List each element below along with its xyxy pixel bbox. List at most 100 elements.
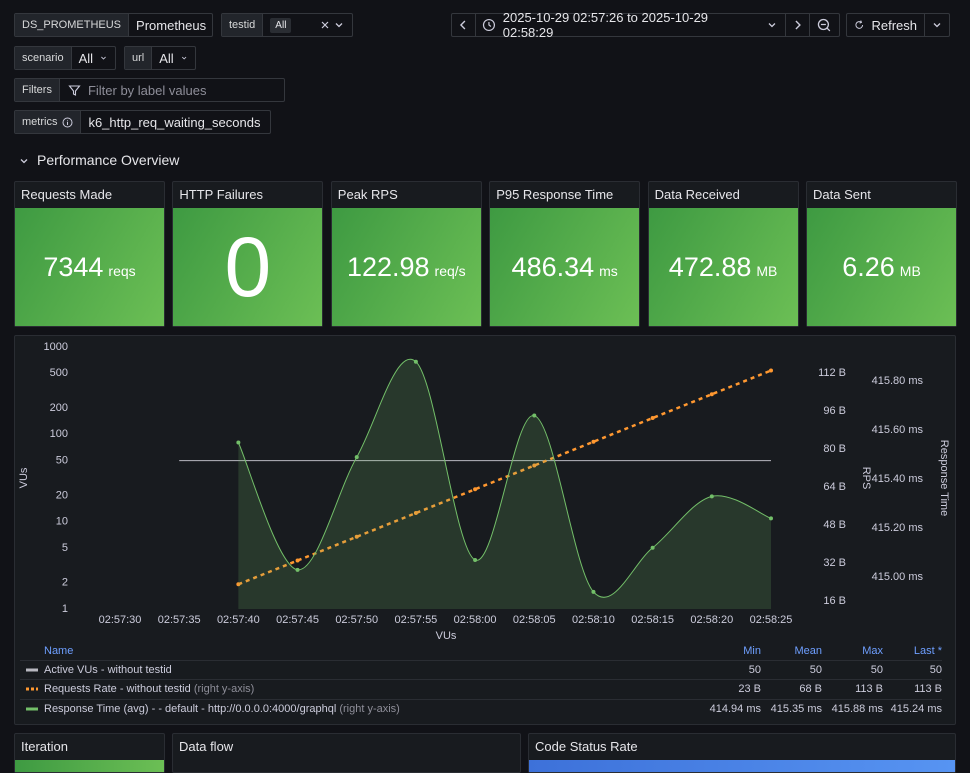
stat-unit: req/s xyxy=(434,263,466,279)
legend-cell: 68 B xyxy=(799,683,822,696)
variable-value: k6_http_req_waiting_seconds xyxy=(88,114,261,130)
legend-cell: 415.88 ms xyxy=(831,702,883,715)
stat-value: 7344 xyxy=(43,252,104,282)
chevron xyxy=(768,23,776,28)
stat-panel: Requests Made 7344 reqs xyxy=(14,181,165,327)
stat-title: HTTP Failures xyxy=(179,187,263,202)
legend-header: Mean xyxy=(794,645,822,657)
legend-header: Last * xyxy=(913,645,942,657)
legend-cell: 415.35 ms xyxy=(770,702,822,715)
legend-cell: 113 B xyxy=(914,683,942,696)
legend-series-name: Active VUs - without testid xyxy=(44,664,172,676)
variable-testid[interactable]: testid All xyxy=(221,13,353,37)
stat-value: 6.26 xyxy=(842,252,895,282)
section-toggle[interactable] xyxy=(19,156,29,166)
chevron xyxy=(181,56,187,60)
legend-separator xyxy=(20,660,942,661)
stat-value: 486.34 xyxy=(511,252,595,282)
refresh-button[interactable]: Refresh xyxy=(846,13,950,37)
time-picker[interactable]: 2025-10-29 02:57:26 to 2025-10-29 02:58:… xyxy=(451,10,840,40)
stat-unit: MB xyxy=(899,263,921,279)
stat-value: 122.98 xyxy=(346,252,430,282)
legend-cell: 415.24 ms xyxy=(890,702,942,715)
legend-header: Name xyxy=(44,645,74,657)
panel-title: Iteration xyxy=(21,739,68,754)
panel-fill xyxy=(529,760,955,772)
stat-value: 0 xyxy=(224,219,272,314)
legend-cell: 23 B xyxy=(738,683,761,696)
stat-panel: Data Received 472.88 MB xyxy=(647,181,799,327)
stat-unit: MB xyxy=(756,263,778,279)
stat-unit: ms xyxy=(599,263,618,279)
section-title[interactable]: Performance Overview xyxy=(37,152,180,168)
stat-body: 7344 reqs xyxy=(15,208,164,326)
panel: Data flow xyxy=(172,733,521,773)
stat-body: 486.34 ms xyxy=(490,208,640,326)
chevron[interactable] xyxy=(932,20,942,30)
stat-panel: Data Sent 6.26 MB xyxy=(806,181,957,327)
variable-label: testid xyxy=(222,14,264,36)
stat-value: 472.88 xyxy=(668,252,752,282)
variable-url[interactable]: url All xyxy=(124,46,196,70)
stat-body: 472.88 MB xyxy=(648,208,798,326)
clock-icon xyxy=(482,18,495,32)
legend-cell: 50 xyxy=(748,664,761,676)
legend-swatch xyxy=(26,707,38,711)
filters[interactable]: Filters Filter by label values xyxy=(14,78,285,102)
variable-chip[interactable]: All xyxy=(270,17,292,33)
filter-icon xyxy=(68,84,81,96)
stat-title: Requests Made xyxy=(21,187,113,202)
variable-value: All xyxy=(78,50,94,66)
filters-label: Filters xyxy=(15,79,60,101)
legend-name[interactable]: Response Time (avg) - - default - http:/… xyxy=(44,703,400,715)
refresh-icon xyxy=(855,20,864,29)
variable-ds[interactable]: DS_PROMETHEUS Prometheus xyxy=(14,13,213,37)
variable-label: DS_PROMETHEUS xyxy=(15,14,130,36)
stat-panel: HTTP Failures 0 xyxy=(172,181,324,327)
variable-label: scenario xyxy=(15,47,72,69)
panel: Iteration xyxy=(14,733,165,773)
legend-cell: 414.94 ms xyxy=(709,702,761,715)
clear-icon[interactable] xyxy=(320,20,330,30)
stat-body: 122.98 req/s xyxy=(331,208,481,326)
zoom-out[interactable] xyxy=(809,14,839,36)
stat-body: 6.26 MB xyxy=(807,208,956,326)
panel-title: Code Status Rate xyxy=(535,739,638,754)
legend-cell: 50 xyxy=(809,664,822,676)
legend-cell: 50 xyxy=(870,664,883,676)
stat-body: 0 xyxy=(173,208,323,326)
variable-label: url xyxy=(125,47,153,69)
panel-fill xyxy=(15,760,164,772)
legend-series-name: Requests Rate - without testid xyxy=(44,683,191,696)
chevron xyxy=(101,56,106,60)
time-range: 2025-10-29 02:57:26 to 2025-10-29 02:58:… xyxy=(502,10,709,40)
variable-value: Prometheus xyxy=(136,17,207,33)
time-forward[interactable] xyxy=(785,14,809,36)
info-icon xyxy=(62,117,73,127)
legend-note: (right y-axis) xyxy=(339,702,400,715)
legend-name[interactable]: Active VUs - without testid xyxy=(44,664,172,676)
stat-title: P95 Response Time xyxy=(496,187,614,202)
panel-title: Data flow xyxy=(179,739,234,754)
filters-placeholder[interactable]: Filter by label values xyxy=(87,82,207,98)
variable-value: All xyxy=(159,50,174,66)
legend-separator xyxy=(20,679,942,681)
time-back[interactable] xyxy=(452,14,476,36)
stat-unit: reqs xyxy=(108,263,136,279)
stat-title: Data Received xyxy=(654,187,740,202)
stat-panel: P95 Response Time 486.34 ms xyxy=(489,181,641,327)
panel: Code Status Rate xyxy=(528,733,956,773)
legend-header: Max xyxy=(862,645,883,657)
legend-separator xyxy=(20,698,942,700)
variable-metrics[interactable]: metrics k6_http_req_waiting_seconds xyxy=(14,110,271,134)
variable-scenario[interactable]: scenario All xyxy=(14,46,116,70)
legend-cell: 50 xyxy=(929,664,942,676)
refresh-label: Refresh xyxy=(871,17,917,33)
stat-title: Data Sent xyxy=(813,187,871,202)
legend-swatch xyxy=(26,687,38,691)
legend-cell: 113 B xyxy=(855,683,883,696)
legend-name[interactable]: Requests Rate - without testid (right y-… xyxy=(44,683,254,695)
chevron xyxy=(335,23,343,28)
legend-swatch xyxy=(26,668,38,672)
